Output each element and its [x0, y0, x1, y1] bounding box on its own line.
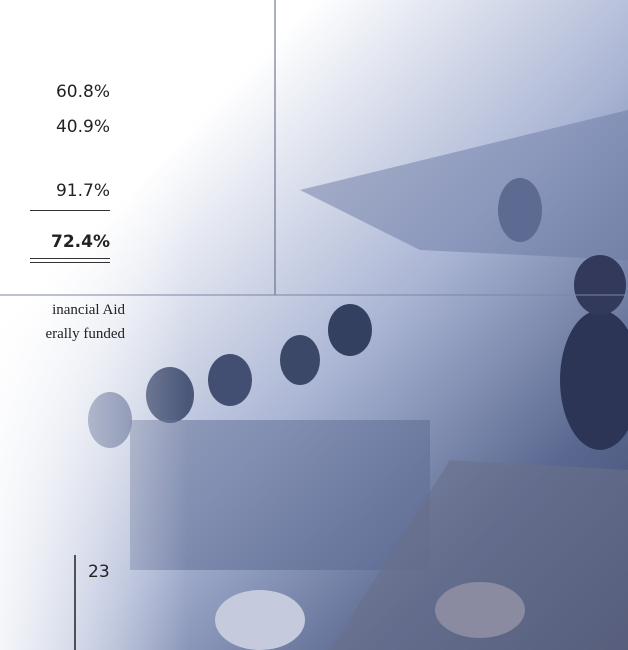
footnote-line: inancial Aid [0, 302, 125, 319]
underline [30, 262, 110, 263]
underline [30, 258, 110, 259]
total: 72.4% [51, 232, 110, 252]
underline [30, 210, 110, 211]
page-number: 23 [88, 562, 110, 582]
figure: 40.9% [56, 117, 110, 137]
figure: 60.8% [56, 82, 110, 102]
footnote-line: erally funded [0, 326, 125, 343]
figure: 91.7% [56, 181, 110, 201]
page: 60.8% 40.9% 91.7% 72.4% inancial Aid era… [0, 0, 628, 650]
